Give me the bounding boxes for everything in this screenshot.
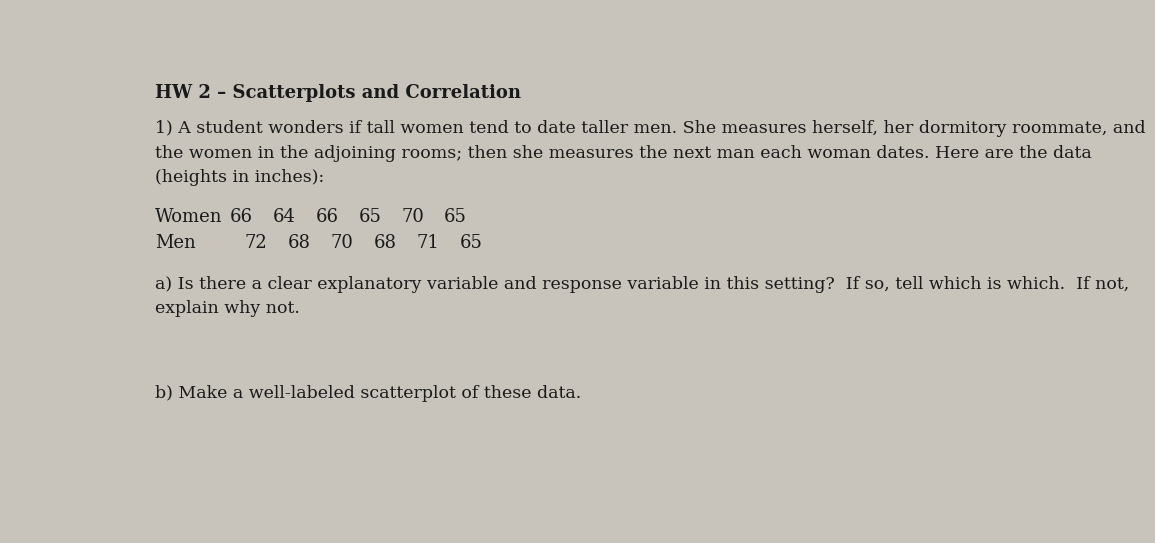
Text: HW 2 – Scatterplots and Correlation: HW 2 – Scatterplots and Correlation (155, 84, 521, 102)
Text: explain why not.: explain why not. (155, 300, 300, 317)
Text: 66: 66 (315, 207, 338, 226)
Text: Women: Women (155, 207, 223, 226)
Text: 65: 65 (358, 207, 381, 226)
Text: 64: 64 (273, 207, 296, 226)
Text: a) Is there a clear explanatory variable and response variable in this setting? : a) Is there a clear explanatory variable… (155, 275, 1130, 293)
Text: 65: 65 (460, 235, 483, 252)
Text: 72: 72 (245, 235, 267, 252)
Text: 68: 68 (373, 235, 396, 252)
Text: Men: Men (155, 235, 196, 252)
Text: 1) A student wonders if tall women tend to date taller men. She measures herself: 1) A student wonders if tall women tend … (155, 121, 1146, 137)
Text: 66: 66 (230, 207, 253, 226)
Text: b) Make a well-labeled scatterplot of these data.: b) Make a well-labeled scatterplot of th… (155, 384, 581, 402)
Text: 70: 70 (330, 235, 353, 252)
Text: 71: 71 (417, 235, 439, 252)
Text: 70: 70 (401, 207, 424, 226)
Text: (heights in inches):: (heights in inches): (155, 169, 325, 186)
Text: the women in the adjoining rooms; then she measures the next man each woman date: the women in the adjoining rooms; then s… (155, 144, 1091, 162)
Text: 65: 65 (445, 207, 467, 226)
Text: 68: 68 (288, 235, 311, 252)
